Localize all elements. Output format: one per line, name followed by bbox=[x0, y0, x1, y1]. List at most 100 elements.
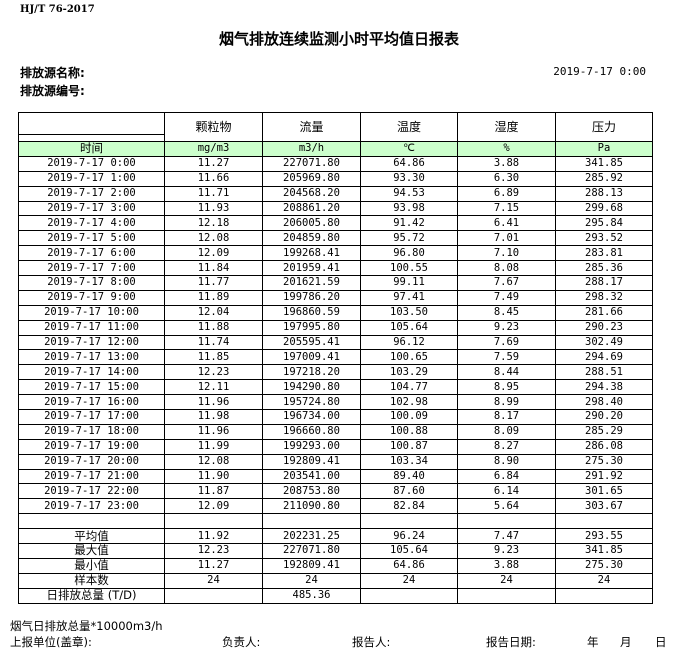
report-date-label: 报告日期: bbox=[486, 635, 536, 649]
value-cell: 12.08 bbox=[164, 453, 263, 470]
value-cell: 8.95 bbox=[457, 379, 556, 396]
value-cell: 288.51 bbox=[555, 364, 653, 381]
day-label: 日 bbox=[655, 635, 667, 649]
value-cell: 103.50 bbox=[360, 304, 458, 321]
value-cell: 211090.80 bbox=[262, 498, 361, 515]
value-cell: 11.85 bbox=[164, 349, 263, 366]
value-cell: 196660.80 bbox=[262, 423, 361, 440]
value-cell: 8.09 bbox=[457, 423, 556, 440]
time-cell: 2019-7-17 15:00 bbox=[18, 379, 165, 396]
value-cell: 11.90 bbox=[164, 468, 263, 485]
header-temperature: 温度 bbox=[360, 112, 458, 142]
value-cell: 301.65 bbox=[555, 483, 653, 500]
row-label: 最大值 bbox=[18, 543, 165, 559]
header-corner-cell bbox=[18, 112, 165, 142]
time-cell: 2019-7-17 4:00 bbox=[18, 215, 165, 232]
value-cell: 99.11 bbox=[360, 275, 458, 291]
header-pressure: 压力 bbox=[555, 112, 653, 142]
unit-cell: m3/h bbox=[262, 141, 361, 157]
value-cell: 11.27 bbox=[164, 557, 263, 574]
value-cell: 6.84 bbox=[457, 468, 556, 485]
data-row: 2019-7-17 2:00 11.71 204568.20 94.53 6.89 288… bbox=[18, 185, 653, 202]
value-cell: 299.68 bbox=[555, 200, 653, 217]
data-row: 2019-7-17 1:00 11.66 205969.80 93.30 6.30 285… bbox=[18, 170, 653, 187]
data-row: 2019-7-17 11:00 11.88 197995.80 105.64 9.23 2… bbox=[18, 319, 653, 336]
value-cell: 64.86 bbox=[360, 557, 458, 574]
month-label: 月 bbox=[620, 635, 632, 649]
value-cell: 103.29 bbox=[360, 364, 458, 381]
data-row: 2019-7-17 21:00 11.90 203541.00 89.40 6.84 29… bbox=[18, 468, 653, 485]
value-cell: 298.32 bbox=[555, 289, 653, 306]
time-cell: 2019-7-17 23:00 bbox=[18, 498, 165, 515]
value-cell: 12.11 bbox=[164, 379, 263, 396]
value-cell bbox=[360, 513, 458, 530]
value-cell: 196860.59 bbox=[262, 304, 361, 321]
value-cell: 293.55 bbox=[555, 528, 653, 545]
value-cell: 8.90 bbox=[457, 453, 556, 470]
value-cell: 11.92 bbox=[164, 528, 263, 545]
value-cell: 11.89 bbox=[164, 289, 263, 306]
header-particulate: 颗粒物 bbox=[164, 112, 263, 142]
data-row: 2019-7-17 10:00 12.04 196860.59 103.50 8.45 2… bbox=[18, 304, 653, 321]
row-label: 最小值 bbox=[18, 557, 165, 574]
reporting-unit-label: 上报单位(盖章): bbox=[10, 635, 92, 649]
value-cell: 293.52 bbox=[555, 230, 653, 247]
units-row: 时间 mg/m3 m3/h ℃ % Pa bbox=[18, 141, 653, 157]
value-cell: 285.29 bbox=[555, 423, 653, 440]
value-cell: 199268.41 bbox=[262, 245, 361, 262]
value-cell: 8.45 bbox=[457, 304, 556, 321]
unit-cell: Pa bbox=[555, 141, 653, 157]
data-row: 2019-7-17 16:00 11.96 195724.80 102.98 8.99 2… bbox=[18, 394, 653, 411]
time-cell: 2019-7-17 2:00 bbox=[18, 185, 165, 202]
standard-code: HJ/T 76-2017 bbox=[20, 4, 95, 15]
time-header: 时间 bbox=[18, 141, 165, 157]
value-cell: 290.23 bbox=[555, 319, 653, 336]
value-cell: 100.55 bbox=[360, 260, 458, 277]
value-cell: 275.30 bbox=[555, 557, 653, 574]
value-cell: 8.99 bbox=[457, 394, 556, 411]
value-cell: 6.14 bbox=[457, 483, 556, 500]
value-cell: 9.23 bbox=[457, 543, 556, 559]
report-datetime: 2019-7-17 0:00 bbox=[553, 65, 646, 78]
time-cell: 2019-7-17 20:00 bbox=[18, 453, 165, 470]
source-name-label: 排放源名称: bbox=[20, 66, 85, 80]
value-cell: 196734.00 bbox=[262, 409, 361, 425]
value-cell: 8.08 bbox=[457, 260, 556, 277]
value-cell: 286.08 bbox=[555, 438, 653, 455]
value-cell: 97.41 bbox=[360, 289, 458, 306]
value-cell: 302.49 bbox=[555, 334, 653, 351]
value-cell: 24 bbox=[164, 572, 263, 589]
value-cell: 105.64 bbox=[360, 543, 458, 559]
value-cell: 11.99 bbox=[164, 438, 263, 455]
value-cell: 89.40 bbox=[360, 468, 458, 485]
value-cell: 205595.41 bbox=[262, 334, 361, 351]
value-cell: 288.17 bbox=[555, 275, 653, 291]
time-cell: 2019-7-17 8:00 bbox=[18, 275, 165, 291]
value-cell: 93.30 bbox=[360, 170, 458, 187]
value-cell: 199293.00 bbox=[262, 438, 361, 455]
value-cell: 8.44 bbox=[457, 364, 556, 381]
time-cell: 2019-7-17 22:00 bbox=[18, 483, 165, 500]
unit-cell: ℃ bbox=[360, 141, 458, 157]
value-cell: 294.38 bbox=[555, 379, 653, 396]
value-cell: 12.09 bbox=[164, 245, 263, 262]
value-cell: 192809.41 bbox=[262, 557, 361, 574]
value-cell bbox=[360, 587, 458, 604]
value-cell: 197995.80 bbox=[262, 319, 361, 336]
time-cell: 2019-7-17 21:00 bbox=[18, 468, 165, 485]
time-cell: 2019-7-17 12:00 bbox=[18, 334, 165, 351]
data-row: 2019-7-17 17:00 11.98 196734.00 100.09 8.17 2… bbox=[18, 409, 653, 425]
data-row: 2019-7-17 18:00 11.96 196660.80 100.88 8.09 2… bbox=[18, 423, 653, 440]
blank-row bbox=[18, 513, 653, 530]
report-title: 烟气排放连续监测小时平均值日报表 bbox=[218, 30, 459, 48]
time-cell: 2019-7-17 3:00 bbox=[18, 200, 165, 217]
value-cell: 291.92 bbox=[555, 468, 653, 485]
row-label: 日排放总量 (T/D) bbox=[18, 587, 165, 604]
value-cell: 11.88 bbox=[164, 319, 263, 336]
source-id-label: 排放源编号: bbox=[20, 84, 85, 98]
value-cell: 96.24 bbox=[360, 528, 458, 545]
value-cell: 11.96 bbox=[164, 394, 263, 411]
time-cell: 2019-7-17 14:00 bbox=[18, 364, 165, 381]
value-cell: 203541.00 bbox=[262, 468, 361, 485]
value-cell bbox=[164, 513, 263, 530]
